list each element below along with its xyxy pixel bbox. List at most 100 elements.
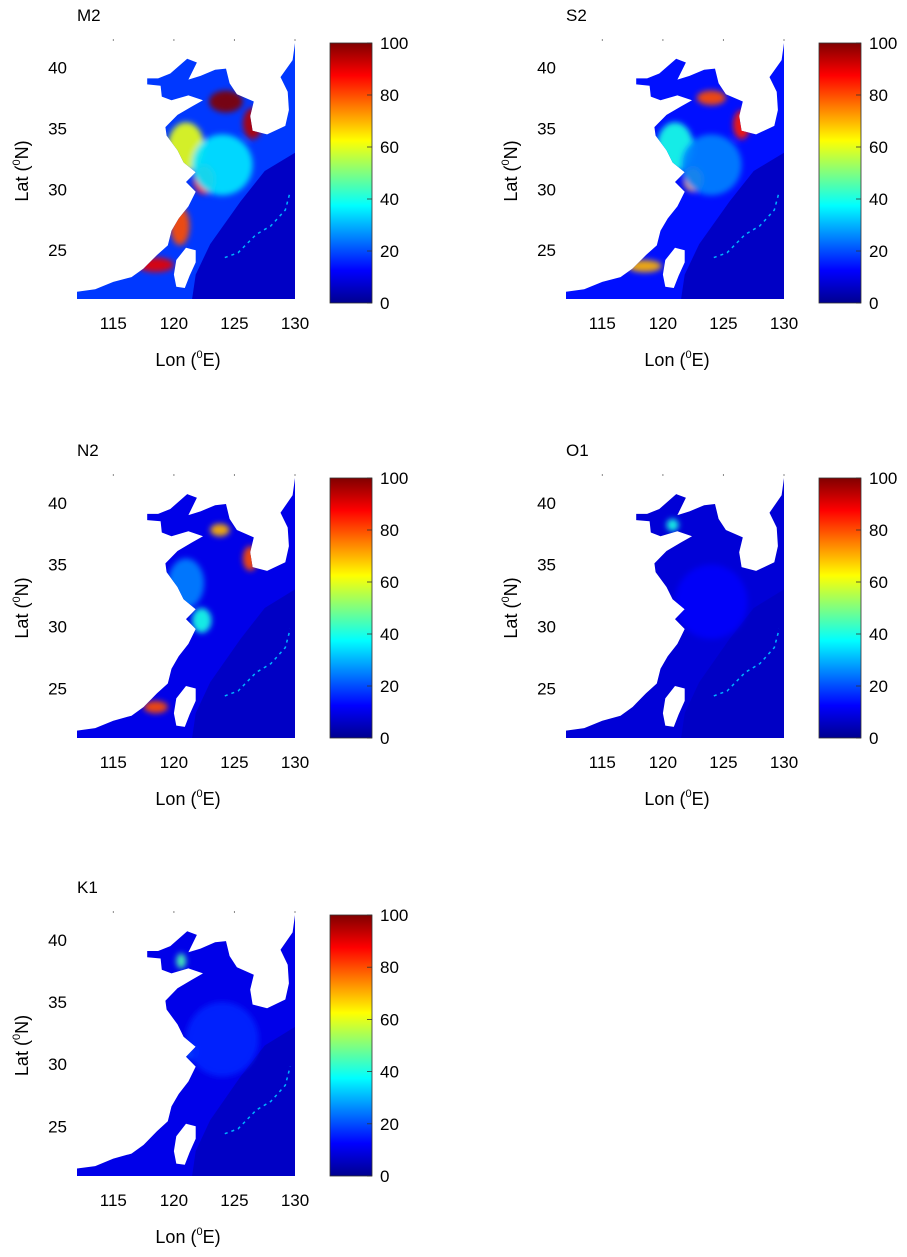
x-tick-label: 125 — [709, 314, 737, 333]
panel-title: M2 — [77, 6, 101, 25]
y-tick-label: 30 — [537, 180, 556, 199]
y-tick-label: 30 — [537, 618, 556, 637]
y-tick-label: 25 — [48, 679, 67, 698]
y-axis-label-main: Lat ( — [12, 1040, 32, 1076]
colorbar-tick-label: 100 — [380, 469, 408, 488]
deep-ocean — [192, 1026, 295, 1176]
y-tick-label: 40 — [537, 58, 556, 77]
colorbar-gradient — [329, 42, 373, 304]
colorbar-tick-label: 40 — [869, 190, 888, 209]
colorbar-tick-label: 80 — [380, 958, 399, 977]
colorbar: 0 20 40 60 80 100 — [818, 34, 897, 313]
y-axis-label-tail: N) — [12, 577, 32, 596]
x-tick-label: 120 — [160, 1191, 188, 1210]
deep-ocean — [681, 152, 784, 299]
x-axis-label-tail: E) — [203, 1227, 221, 1247]
amplitude-hotspot — [696, 90, 726, 106]
x-axis-label-main: Lon ( — [155, 350, 196, 370]
x-axis-label: Lon (0E) — [644, 349, 709, 370]
y-tick-label: 25 — [537, 241, 556, 260]
amplitude-hotspot — [627, 259, 662, 273]
x-tick-label: 125 — [220, 314, 248, 333]
x-axis-label-main: Lon ( — [155, 789, 196, 809]
x-axis-label-tail: E) — [692, 350, 710, 370]
x-tick-label: 120 — [649, 314, 677, 333]
y-tick-label: 40 — [537, 494, 556, 513]
colorbar-tick-label: 0 — [380, 1167, 389, 1186]
colorbar-tick-label: 100 — [380, 906, 408, 925]
x-tick-label: 125 — [709, 753, 737, 772]
y-axis-label: Lat (0N) — [500, 577, 521, 638]
y-tick-label: 35 — [537, 119, 556, 138]
deep-ocean — [681, 589, 784, 738]
x-tick-label: 120 — [160, 753, 188, 772]
y-axis-label-tail: N) — [501, 140, 521, 159]
x-tick-label: 120 — [649, 753, 677, 772]
y-tick-label: 35 — [48, 119, 67, 138]
y-tick-label: 30 — [48, 618, 67, 637]
amplitude-hotspot — [143, 700, 168, 714]
colorbar-tick-label: 80 — [869, 521, 888, 540]
colorbar: 0 20 40 60 80 100 — [818, 469, 897, 748]
y-tick-label: 30 — [48, 1055, 67, 1074]
y-axis-label-sup: 0 — [11, 159, 23, 165]
panel-title: S2 — [566, 6, 587, 25]
colorbar-tick-label: 40 — [380, 625, 399, 644]
colorbar-tick-label: 80 — [869, 86, 888, 105]
colorbar-tick-label: 20 — [869, 242, 888, 261]
colorbar: 0 20 40 60 80 100 — [329, 34, 408, 313]
y-axis-label: Lat (0N) — [11, 577, 32, 638]
y-axis-label-sup: 0 — [11, 1034, 23, 1040]
amplitude-hotspot — [242, 107, 263, 140]
x-axis-label-tail: E) — [692, 789, 710, 809]
y-axis-label-sup: 0 — [500, 596, 512, 602]
y-tick-label: 40 — [48, 494, 67, 513]
colorbar-tick-label: 0 — [380, 294, 389, 313]
colorbar-tick-label: 20 — [380, 242, 399, 261]
colorbar-tick-label: 60 — [380, 573, 399, 592]
taiwan-land — [173, 686, 196, 727]
y-tick-label: 25 — [537, 679, 556, 698]
colorbar-tick-label: 40 — [380, 1063, 399, 1082]
y-axis-label-main: Lat ( — [12, 603, 32, 639]
y-axis-label-main: Lat ( — [12, 166, 32, 202]
y-tick-label: 40 — [48, 931, 67, 950]
y-tick-label: 25 — [48, 1117, 67, 1136]
y-axis-label-tail: N) — [501, 577, 521, 596]
x-axis-label-main: Lon ( — [644, 350, 685, 370]
amplitude-hotspot — [192, 134, 253, 196]
y-axis-label-sup: 0 — [11, 596, 23, 602]
y-tick-label: 35 — [537, 556, 556, 575]
x-axis-label: Lon (0E) — [644, 788, 709, 809]
taiwan-land — [173, 247, 196, 288]
amplitude-hotspot — [192, 608, 212, 633]
colorbar-tick-label: 60 — [380, 1010, 399, 1029]
deep-ocean — [192, 589, 295, 738]
amplitude-hotspot — [675, 564, 748, 639]
colorbar-tick-label: 100 — [869, 34, 897, 53]
deep-ocean — [192, 152, 295, 299]
colorbar-tick-label: 40 — [380, 190, 399, 209]
x-axis-label-main: Lon ( — [644, 789, 685, 809]
taiwan-land — [173, 1123, 196, 1165]
x-tick-label: 130 — [281, 753, 309, 772]
colorbar: 0 20 40 60 80 100 — [329, 469, 408, 748]
x-tick-label: 130 — [770, 314, 798, 333]
colorbar-tick-label: 20 — [869, 677, 888, 696]
colorbar-tick-label: 20 — [380, 677, 399, 696]
colorbar-gradient — [329, 477, 373, 739]
x-axis-label-tail: E) — [203, 789, 221, 809]
taiwan-land — [662, 247, 685, 288]
colorbar-tick-label: 100 — [869, 469, 897, 488]
panel-title: O1 — [566, 441, 589, 460]
y-tick-label: 40 — [48, 58, 67, 77]
y-axis-label-tail: N) — [12, 1015, 32, 1034]
x-tick-label: 115 — [100, 314, 127, 333]
y-axis-label-sup: 0 — [500, 159, 512, 165]
y-axis-label: Lat (0N) — [500, 140, 521, 201]
x-axis-label-sup: 0 — [685, 788, 691, 800]
